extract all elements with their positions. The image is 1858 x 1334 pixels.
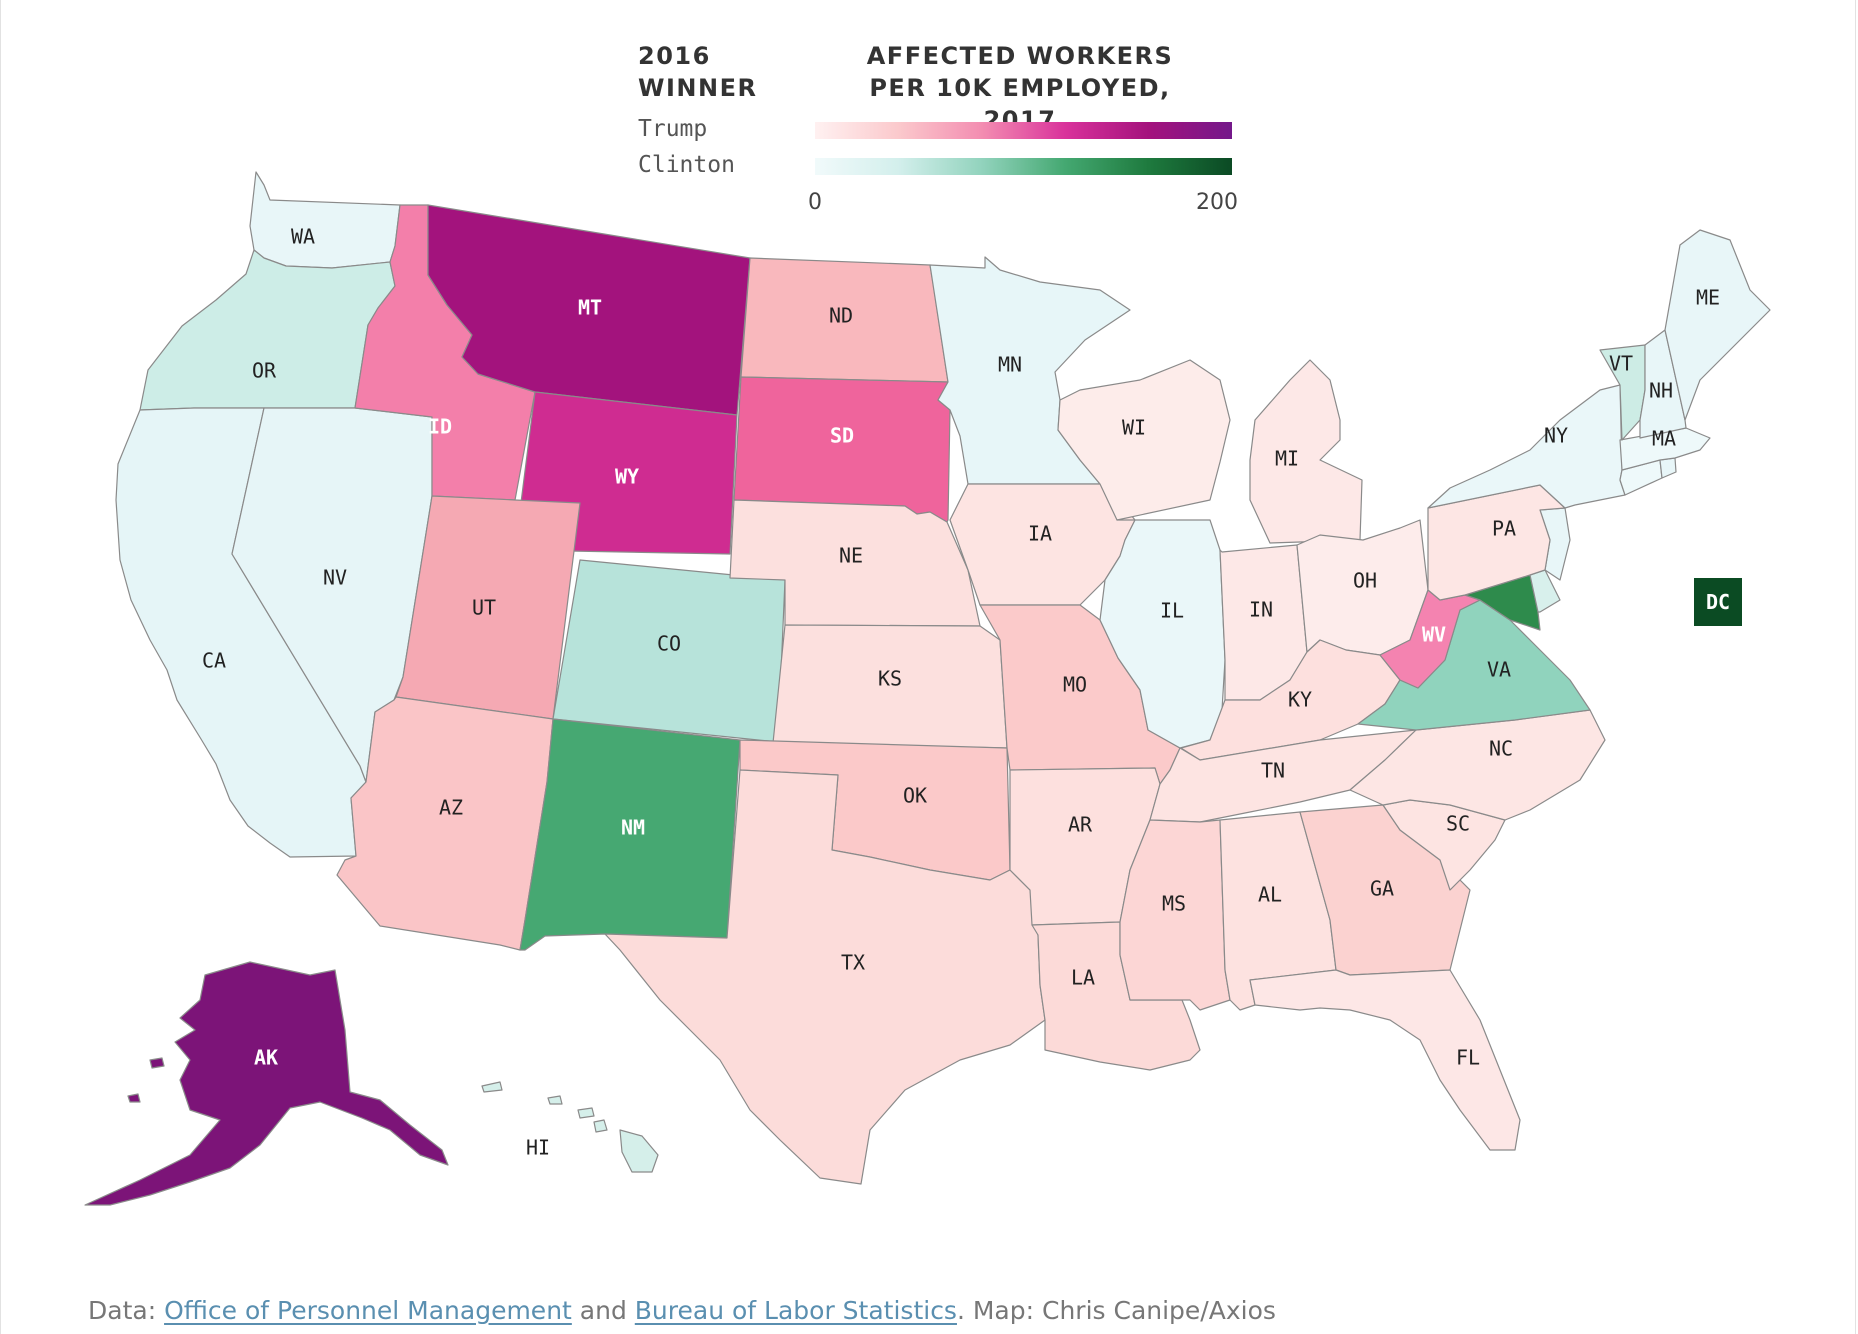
legend-winner-heading: 2016 WINNER [638,40,757,104]
state-label-il: IL [1160,599,1184,623]
state-dc [1694,578,1742,626]
source-link-bls[interactable]: Bureau of Labor Statistics [634,1296,957,1325]
state-or [139,249,396,411]
state-nm [519,718,741,951]
state-label-mo: MO [1063,673,1087,697]
state-hi-island-0 [593,1119,608,1133]
state-label-la: LA [1071,966,1095,990]
state-label-vt: VT [1609,352,1633,376]
state-label-wa: WA [291,225,315,249]
state-wi [1057,359,1231,521]
state-label-ny: NY [1544,424,1568,448]
state-label-dc: DC [1705,590,1731,614]
state-label-ok: OK [903,784,927,808]
state-label-al: AL [1258,883,1282,907]
state-label-az: AZ [439,796,463,820]
state-label-nd: ND [829,304,853,328]
state-label-tn: TN [1261,759,1285,783]
state-label-ks: KS [878,667,902,691]
legend-trump-label: Trump [638,116,708,142]
state-ma [1619,427,1711,471]
state-ky [1180,639,1401,761]
state-label-mn: MN [998,353,1022,377]
state-ak [84,961,449,1206]
legend-clinton-label: Clinton [638,152,735,178]
state-label-ga: GA [1370,877,1394,901]
state-hi-island-3 [481,1081,503,1093]
legend-winner-heading-line1: 2016 [638,42,711,70]
state-label-id: ID [428,415,452,439]
legend-scale-heading-line1: AFFECTED WORKERS [866,42,1174,70]
state-label-nh: NH [1649,379,1673,403]
source-link-opm[interactable]: Office of Personnel Management [164,1296,572,1325]
state-sd [733,376,951,523]
state-label-ut: UT [472,596,496,620]
state-label-fl: FL [1456,1046,1480,1070]
state-ri [1659,457,1677,479]
legend-clinton-color-ramp [815,158,1232,175]
state-label-ca: CA [202,649,226,673]
legend-winner-heading-line2: WINNER [638,74,758,102]
state-fl [1249,969,1521,1151]
state-label-wy: WY [615,465,639,489]
state-label-me: ME [1696,286,1720,310]
state-hi-island-1 [577,1107,595,1119]
state-label-co: CO [657,632,681,656]
state-hi-island-2 [547,1095,563,1105]
source-credit: Data: Office of Personnel Management and… [88,1296,1276,1325]
state-wa [249,171,401,269]
state-label-or: OR [252,359,277,383]
state-label-hi: HI [526,1136,550,1160]
state-label-sd: SD [830,424,854,448]
state-label-sc: SC [1446,812,1470,836]
state-label-ma: MA [1652,427,1676,451]
state-label-nv: NV [323,566,347,590]
legend-trump-color-ramp [815,122,1232,139]
state-ak-island-5 [127,1093,141,1103]
state-label-oh: OH [1353,569,1377,593]
state-label-wv: WV [1422,623,1446,647]
state-ak-island-4 [149,1057,165,1069]
state-label-pa: PA [1492,517,1516,541]
state-label-ak: AK [254,1046,278,1070]
state-me [1664,229,1771,421]
state-label-nc: NC [1489,737,1513,761]
state-hi [619,1129,659,1173]
state-label-ms: MS [1162,892,1186,916]
state-label-ar: AR [1068,813,1093,837]
state-label-ne: NE [839,544,863,568]
state-label-mt: MT [578,296,602,320]
state-label-in: IN [1249,598,1273,622]
state-label-nm: NM [621,816,645,840]
state-label-ky: KY [1288,688,1312,712]
legend-scale-min: 0 [808,190,822,215]
state-label-wi: WI [1122,416,1146,440]
state-label-ia: IA [1028,522,1052,546]
credit-suffix: . Map: Chris Canipe/Axios [956,1296,1276,1325]
state-label-tx: TX [841,951,865,975]
state-label-mi: MI [1275,447,1299,471]
state-label-va: VA [1487,658,1511,682]
legend-scale-max: 200 [1196,190,1238,215]
state-tx [604,769,1046,1185]
credit-prefix: Data: [88,1296,165,1325]
credit-joiner: and [571,1296,635,1325]
state-mi [1249,359,1363,544]
